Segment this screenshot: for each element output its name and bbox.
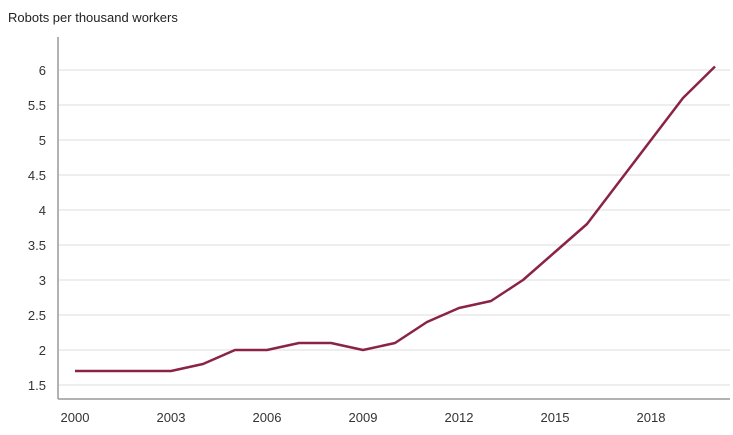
y-tick-label: 2 xyxy=(39,343,46,358)
x-tick-label: 2012 xyxy=(445,410,474,425)
y-tick-label: 4 xyxy=(39,203,46,218)
series-group xyxy=(74,65,716,373)
chart-title: Robots per thousand workers xyxy=(8,10,178,25)
x-axis-ticks: 2000 2003 2006 2009 2012 2015 2018 xyxy=(61,410,666,425)
y-tick-label: 6 xyxy=(39,63,46,78)
x-tick-label: 2015 xyxy=(541,410,570,425)
y-tick-label: 3.5 xyxy=(28,238,46,253)
series-line xyxy=(75,65,716,373)
y-tick-label: 2.5 xyxy=(28,308,46,323)
y-tick-label: 5 xyxy=(39,133,46,148)
gridlines xyxy=(59,69,730,386)
y-tick-label: 3 xyxy=(39,273,46,288)
y-tick-label: 1.5 xyxy=(28,378,46,393)
x-tick-label: 2006 xyxy=(253,410,282,425)
x-tick-label: 2018 xyxy=(637,410,666,425)
x-tick-label: 2009 xyxy=(349,410,378,425)
x-tick-label: 2003 xyxy=(157,410,186,425)
x-tick-label: 2000 xyxy=(61,410,90,425)
y-tick-label: 4.5 xyxy=(28,168,46,183)
y-tick-label: 5.5 xyxy=(28,98,46,113)
y-axis-ticks: 1.5 2 2.5 3 3.5 4 4.5 5 5.5 6 xyxy=(28,63,46,393)
